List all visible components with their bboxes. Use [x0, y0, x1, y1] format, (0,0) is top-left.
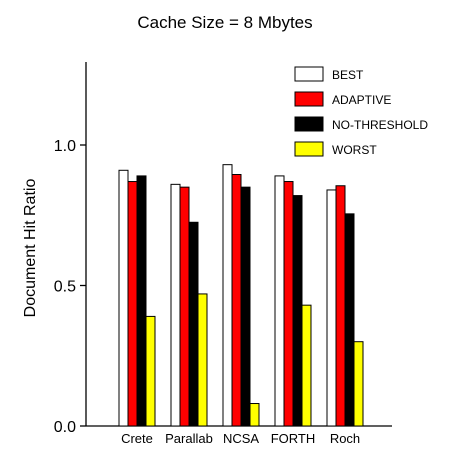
- bar-no-threshold-ncsa: [240, 186, 251, 427]
- legend-swatch-adaptive: [294, 91, 324, 107]
- bar-worst-forth: [301, 304, 312, 427]
- bar-adaptive-roch: [335, 185, 346, 427]
- bar-adaptive-crete: [127, 181, 138, 427]
- category-label: Crete: [121, 431, 153, 446]
- bar-no-threshold-roch: [344, 213, 355, 427]
- legend-label: NO-THRESHOLD: [332, 118, 428, 132]
- category-label: Roch: [330, 431, 360, 446]
- category-label: NCSA: [223, 431, 259, 446]
- legend-swatch-no-threshold: [294, 116, 324, 132]
- y-tick-label: 1.0: [54, 138, 76, 155]
- bar-best-ncsa: [222, 164, 233, 427]
- category-labels: Crete Parallab NCSA FORTH Roch: [121, 431, 360, 446]
- y-tick-label: 0.5: [54, 279, 76, 296]
- legend-label: WORST: [332, 143, 377, 157]
- chart-title: Cache Size = 8 Mbytes: [137, 13, 312, 32]
- legend-swatch-worst: [294, 141, 324, 157]
- bar-no-threshold-forth: [292, 195, 303, 427]
- legend-label: ADAPTIVE: [332, 93, 391, 107]
- bar-worst-roch: [353, 341, 364, 427]
- bar-best-roch: [326, 189, 337, 427]
- category-label: Parallab: [165, 431, 213, 446]
- bar-no-threshold-crete: [136, 175, 147, 427]
- category-label: FORTH: [271, 431, 316, 446]
- bar-no-threshold-parallab: [188, 221, 199, 427]
- y-ticks: 0.0 0.5 1.0: [54, 138, 86, 436]
- legend-label: BEST: [332, 68, 364, 82]
- bar-best-forth: [274, 175, 285, 427]
- bar-adaptive-forth: [283, 181, 294, 427]
- bar-worst-crete: [145, 315, 156, 427]
- bar-best-crete: [118, 169, 129, 427]
- legend-swatch-best: [294, 66, 324, 82]
- bar-adaptive-ncsa: [231, 174, 242, 427]
- bar-adaptive-parallab: [179, 186, 190, 427]
- bar-worst-ncsa: [249, 403, 260, 427]
- bar-worst-parallab: [197, 293, 208, 427]
- legend: BEST ADAPTIVE NO-THRESHOLD WORST: [294, 66, 428, 157]
- y-tick-label: 0.0: [54, 419, 76, 436]
- bars: [118, 164, 364, 427]
- y-axis-label: Document Hit Ratio: [22, 179, 39, 318]
- bar-best-parallab: [170, 183, 181, 427]
